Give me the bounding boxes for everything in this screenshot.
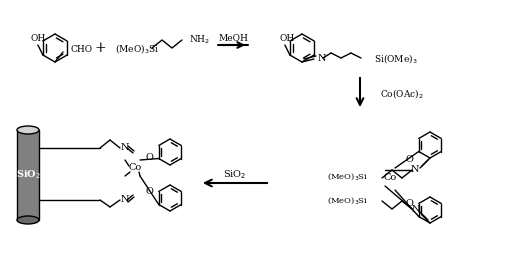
Bar xyxy=(17,130,39,220)
Text: SiO$_2$: SiO$_2$ xyxy=(223,168,246,181)
Text: CHO: CHO xyxy=(70,44,92,54)
Text: Co: Co xyxy=(383,173,397,183)
Text: Co(OAc)$_2$: Co(OAc)$_2$ xyxy=(380,87,424,100)
Ellipse shape xyxy=(17,216,39,224)
Text: OH: OH xyxy=(30,34,46,42)
Text: (MeO)$_3$Si: (MeO)$_3$Si xyxy=(327,196,368,206)
Text: MeOH: MeOH xyxy=(218,34,248,42)
Text: O: O xyxy=(145,187,153,197)
Text: N: N xyxy=(121,196,129,205)
Text: NH$_2$: NH$_2$ xyxy=(189,34,210,46)
Text: O: O xyxy=(405,154,413,164)
Text: O: O xyxy=(405,198,413,207)
Text: Co: Co xyxy=(128,164,141,172)
Text: N: N xyxy=(121,144,129,153)
Text: (MeO)$_3$Si: (MeO)$_3$Si xyxy=(115,42,159,55)
Text: N: N xyxy=(412,205,420,213)
Text: O: O xyxy=(145,153,153,162)
Text: SiO$_2$: SiO$_2$ xyxy=(16,168,41,181)
Ellipse shape xyxy=(17,126,39,134)
Text: N: N xyxy=(411,166,419,174)
Text: N: N xyxy=(318,54,327,62)
Text: +: + xyxy=(94,41,106,55)
Text: Si(OMe)$_3$: Si(OMe)$_3$ xyxy=(374,51,418,64)
Text: OH: OH xyxy=(279,34,294,42)
Text: (MeO)$_3$Si: (MeO)$_3$Si xyxy=(327,171,368,181)
